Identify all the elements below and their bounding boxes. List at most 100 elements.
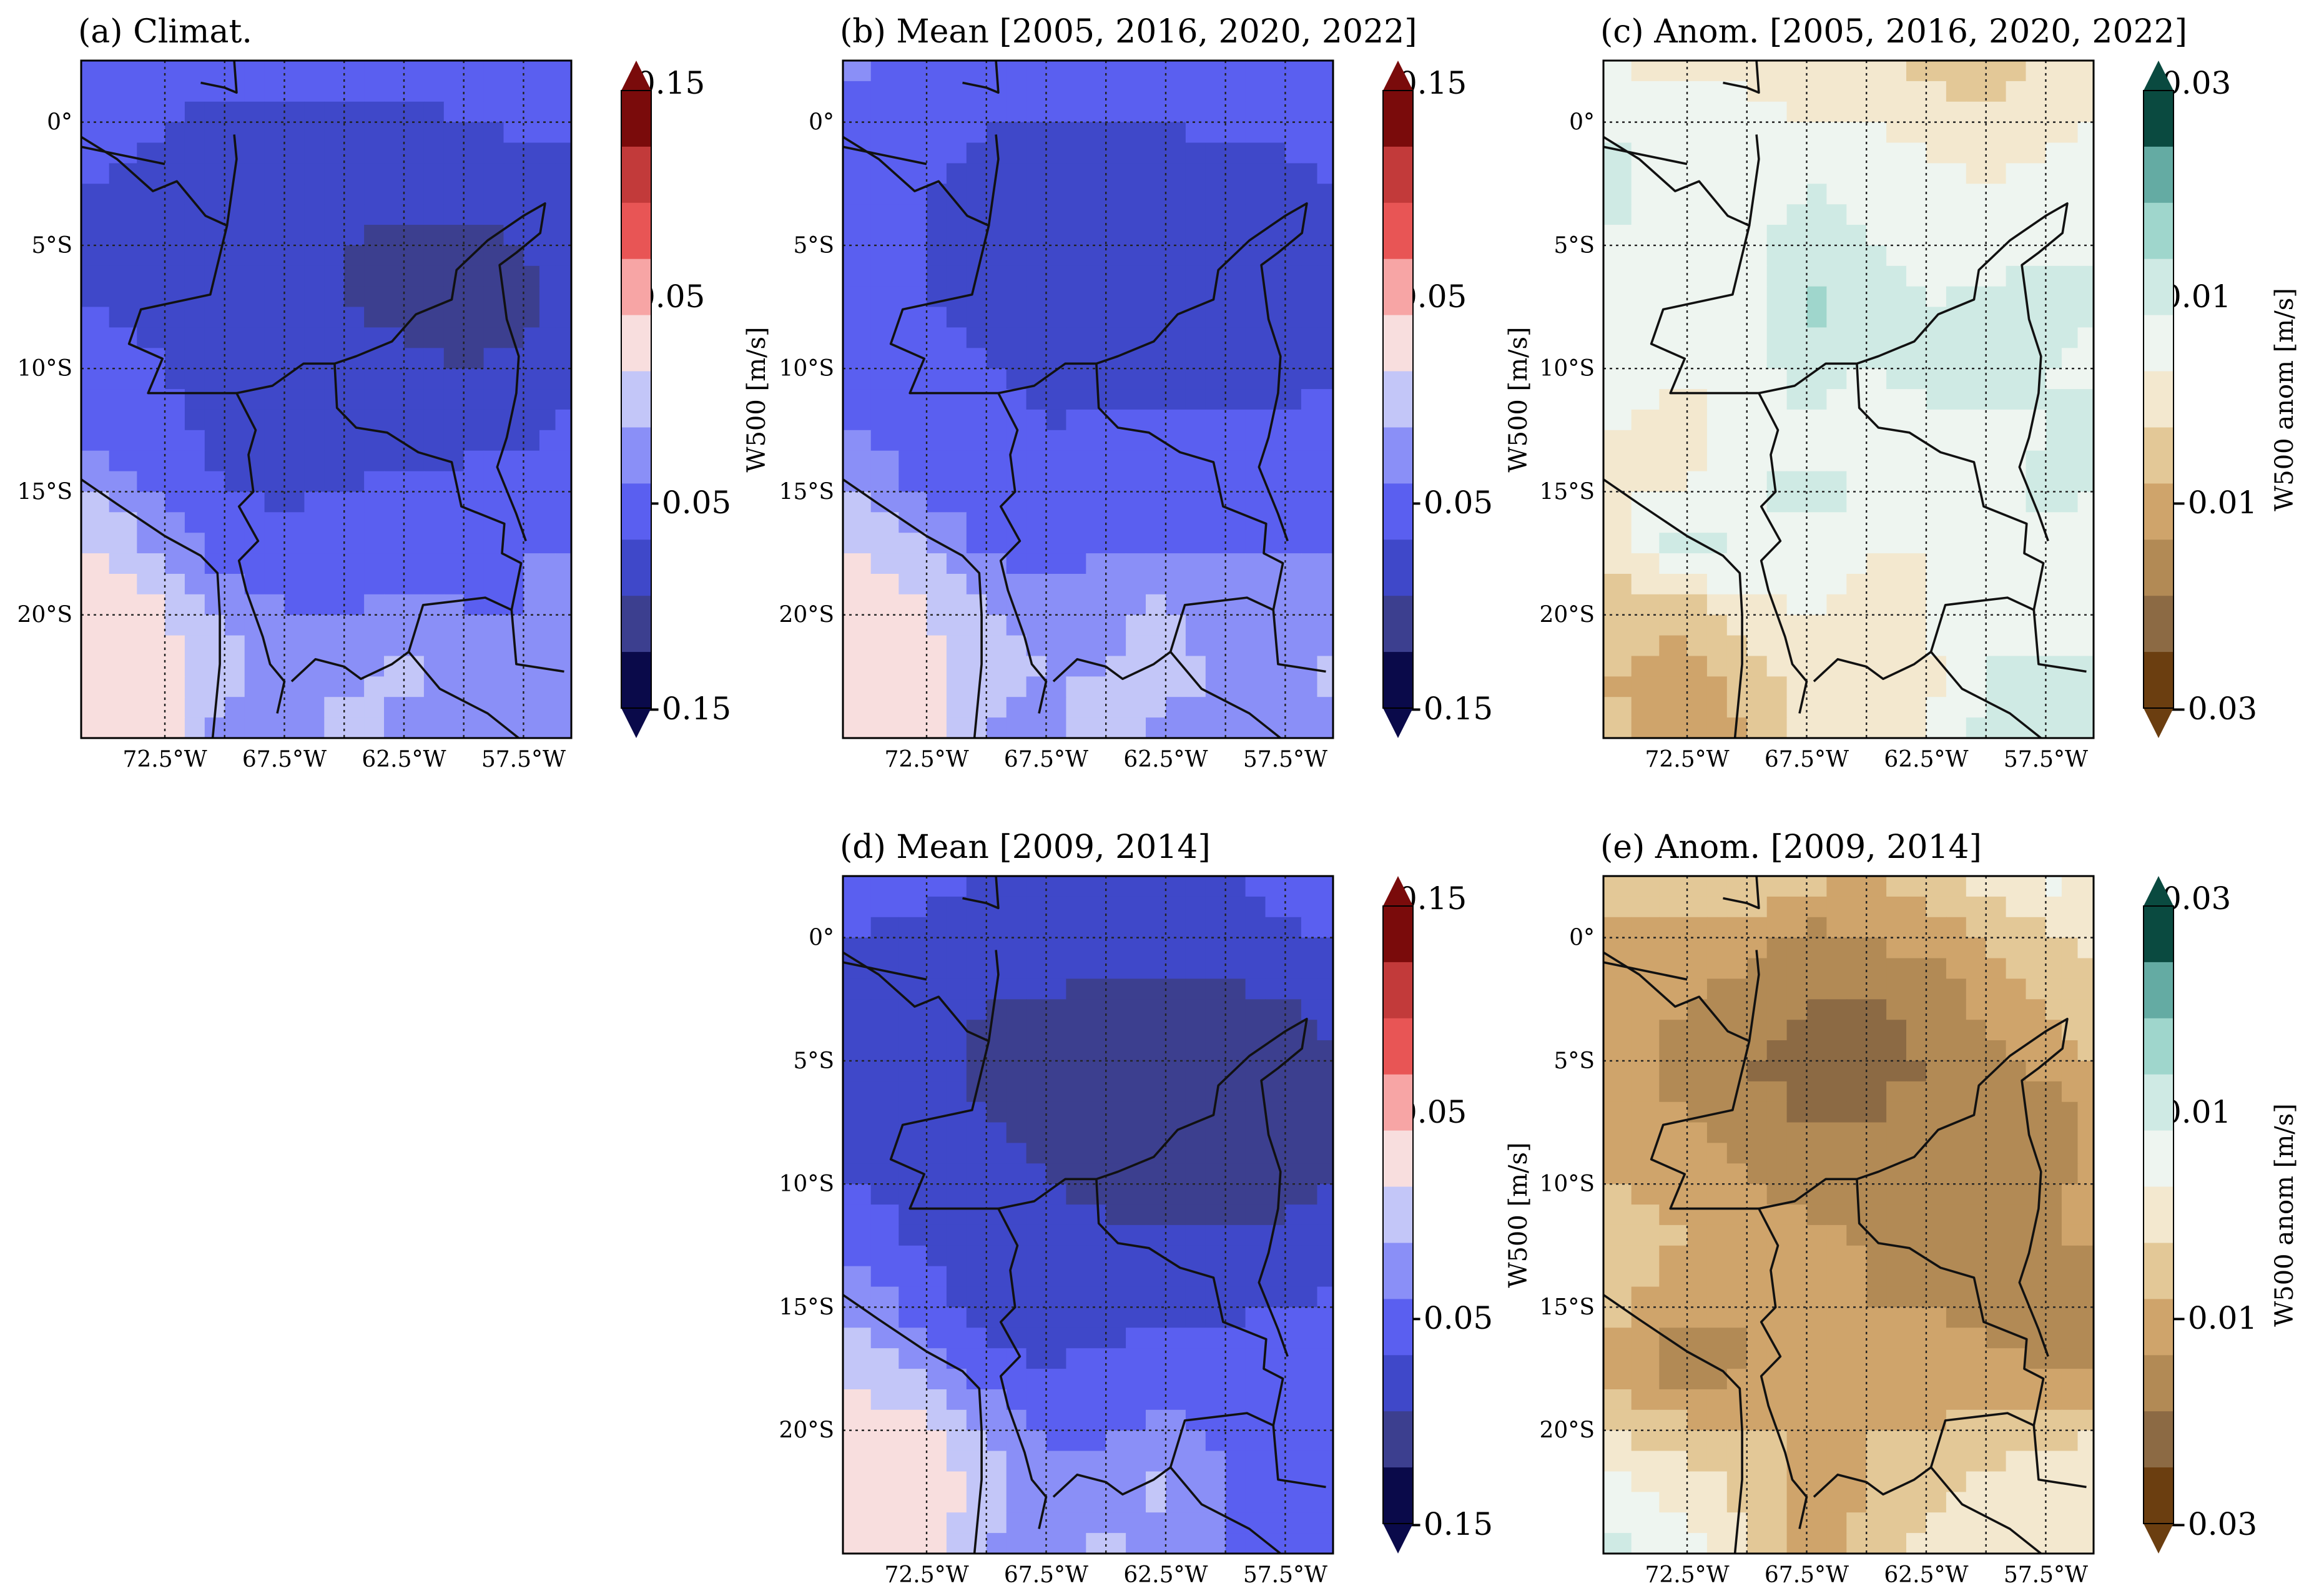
map-cell: [1631, 896, 1660, 918]
map-cell: [165, 471, 185, 493]
map-cell: [483, 656, 505, 677]
map-cell: [364, 656, 385, 677]
map-cell: [1826, 1512, 1848, 1534]
map-cell: [1806, 958, 1828, 980]
map-cell: [1659, 1081, 1688, 1103]
map-cell: [1106, 204, 1126, 225]
map-cell: [1786, 1328, 1808, 1349]
map-cell: [1086, 163, 1106, 185]
map-cell: [165, 614, 185, 636]
map-cell: [1026, 1101, 1047, 1123]
map-cell: [483, 533, 505, 554]
map-cell: [1265, 1224, 1286, 1246]
map-cell: [1866, 937, 1887, 959]
map-cell: [81, 245, 110, 267]
map-cell: [2077, 81, 2094, 102]
map-cell: [483, 553, 505, 574]
map-cell: [443, 656, 465, 677]
map-cell: [1086, 917, 1106, 938]
country-border: [1813, 363, 2045, 682]
map-cell: [1766, 1471, 1788, 1493]
map-cell: [1166, 1020, 1186, 1041]
map-cell: [1746, 1122, 1768, 1144]
map-cell: [1301, 978, 1318, 1000]
map-cell: [1317, 635, 1333, 657]
map-cell: [1946, 574, 1967, 595]
map-cell: [1806, 1389, 1828, 1411]
map-cell: [1631, 1122, 1660, 1144]
map-cell: [1205, 1389, 1226, 1411]
map-cell: [1265, 999, 1286, 1020]
map-cell: [1317, 512, 1333, 533]
map-cell: [1826, 389, 1848, 410]
map-cell: [1766, 1184, 1788, 1205]
map-cell: [404, 101, 425, 123]
map-cell: [1886, 81, 1907, 102]
map-cell: [1806, 450, 1828, 472]
map-cell: [1946, 471, 1967, 493]
map-cell: [1265, 656, 1286, 677]
map-cell: [1966, 184, 1987, 205]
map-cell: [1046, 307, 1067, 328]
map-cell: [1086, 1409, 1106, 1431]
map-cell: [1166, 225, 1186, 246]
lat-tick-label: 0°: [809, 925, 834, 951]
map-cell: [523, 122, 540, 144]
country-border: [1603, 961, 1688, 981]
map-cell: [1225, 1286, 1246, 1308]
map-cell: [2077, 553, 2094, 574]
map-cell: [1659, 1060, 1688, 1082]
map-cell: [1006, 656, 1027, 677]
map-cell: [1766, 491, 1788, 513]
map-cell: [1225, 574, 1246, 595]
map-cell: [1317, 1307, 1333, 1329]
map-cell: [264, 163, 285, 185]
map-cell: [324, 533, 345, 554]
map-cell: [986, 1184, 1007, 1205]
map-cell: [966, 1492, 987, 1514]
map-cell: [1106, 1266, 1126, 1288]
map-cell: [1746, 368, 1768, 390]
map-cell: [946, 1040, 967, 1062]
map-cell: [284, 614, 305, 636]
map-cell: [1185, 225, 1206, 246]
map-cell: [2077, 1533, 2094, 1554]
map-cell: [1766, 348, 1788, 369]
map-cell: [224, 656, 245, 677]
map-cell: [870, 1471, 900, 1493]
map-cell: [1746, 635, 1768, 657]
map-cell: [555, 512, 571, 533]
map-cell: [1046, 245, 1067, 267]
map-cell: [1766, 1020, 1788, 1041]
map-cell: [1846, 512, 1867, 533]
map-cell: [966, 1471, 987, 1493]
map-cell: [2046, 1348, 2062, 1369]
map-cell: [1706, 876, 1728, 897]
map-cell: [1265, 142, 1286, 164]
map-cell: [2046, 635, 2062, 657]
map-cell: [1317, 676, 1333, 698]
country-border: [987, 134, 1000, 226]
map-cell: [1185, 81, 1206, 102]
map-cell: [1006, 1101, 1027, 1123]
map-cell: [1659, 896, 1688, 918]
map-cell: [1301, 122, 1318, 144]
map-cell: [324, 327, 345, 349]
map-cell: [1687, 1184, 1708, 1205]
colorbar-segment: [1383, 1243, 1413, 1299]
map-cell: [483, 676, 505, 698]
map-cell: [1245, 1204, 1266, 1226]
map-cell: [304, 184, 325, 205]
map-cell: [1746, 656, 1768, 677]
map-cell: [324, 717, 345, 738]
map-cell: [109, 225, 138, 246]
map-cell: [1245, 61, 1266, 82]
map-cell: [1046, 978, 1067, 1000]
map-cell: [483, 430, 505, 451]
map-cell: [966, 1451, 987, 1472]
map-cell: [523, 81, 540, 102]
map-cell: [384, 574, 405, 595]
map-cell: [1906, 533, 1927, 554]
map-cell: [1166, 717, 1186, 738]
map-cell: [344, 594, 365, 616]
